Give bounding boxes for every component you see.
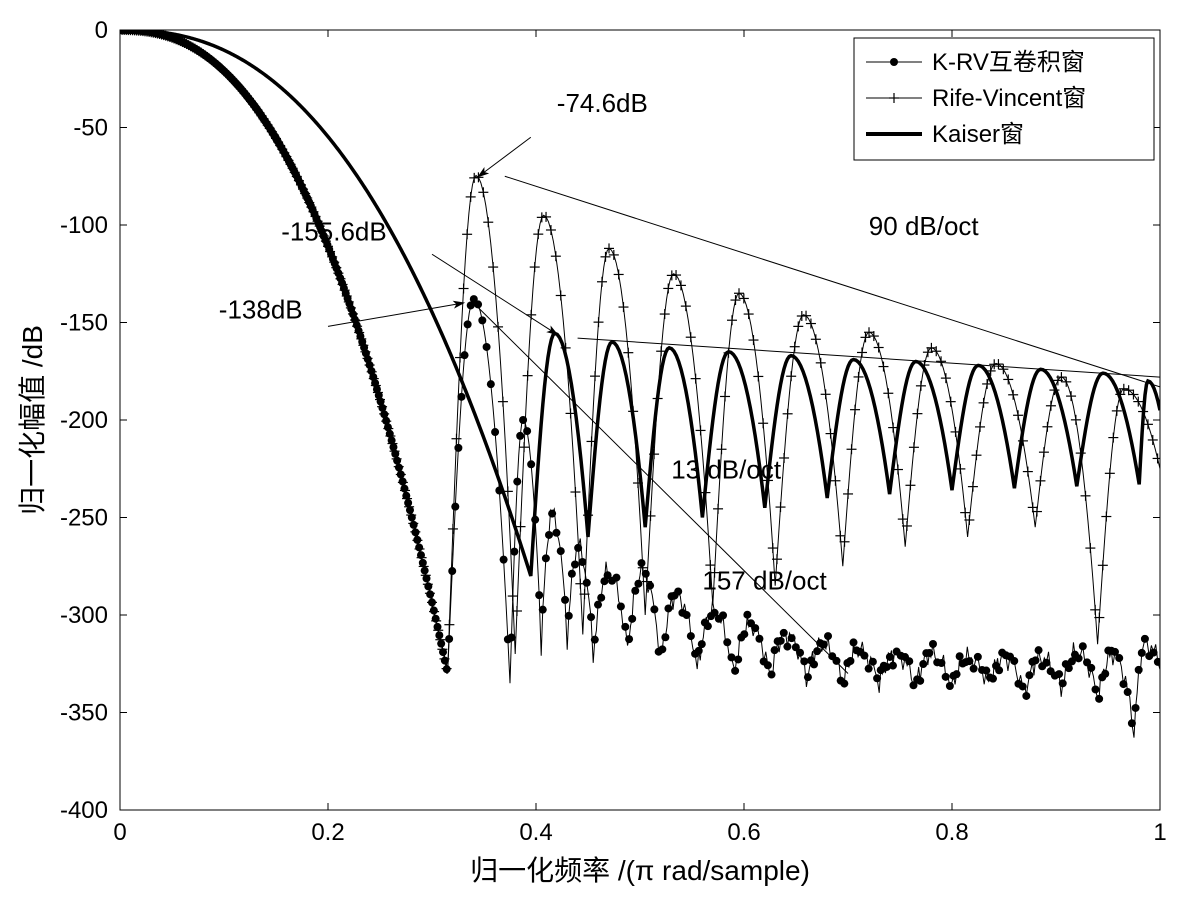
svg-text:-50: -50 xyxy=(73,115,108,142)
svg-text:0.8: 0.8 xyxy=(935,819,968,846)
legend-item-label: Rife-Vincent窗 xyxy=(932,85,1086,112)
svg-text:-100: -100 xyxy=(60,212,108,239)
svg-text:0.4: 0.4 xyxy=(519,819,552,846)
legend-item-label: K-RV互卷积窗 xyxy=(932,49,1085,76)
svg-text:0: 0 xyxy=(95,17,108,44)
svg-text:-200: -200 xyxy=(60,407,108,434)
svg-text:-250: -250 xyxy=(60,505,108,532)
svg-text:0.2: 0.2 xyxy=(311,819,344,846)
svg-text:-350: -350 xyxy=(60,700,108,727)
y-axis-label: 归一化幅值 /dB xyxy=(17,325,48,515)
annotation-label: 157 dB/oct xyxy=(702,566,827,596)
annotation-label: -74.6dB xyxy=(557,88,648,118)
svg-text:1: 1 xyxy=(1153,819,1166,846)
annotation-label: -138dB xyxy=(219,295,303,325)
annotation-arrow xyxy=(479,137,531,176)
svg-text:0.6: 0.6 xyxy=(727,819,760,846)
x-axis-label: 归一化频率 /(π rad/sample) xyxy=(470,855,810,886)
annotation-label: 90 dB/oct xyxy=(869,211,980,241)
legend-item-label: Kaiser窗 xyxy=(932,121,1024,148)
legend: K-RV互卷积窗 Rife-Vincent窗 Kaiser窗 xyxy=(854,38,1154,160)
window-spectrum-chart: 0 0.2 0.4 0.6 0.8 1 -400 -350 -300 -250 -200 -150 -1… xyxy=(0,0,1189,898)
svg-text:-300: -300 xyxy=(60,602,108,629)
annotation-label: -155.6dB xyxy=(281,217,387,247)
svg-text:-150: -150 xyxy=(60,310,108,337)
svg-text:-400: -400 xyxy=(60,797,108,824)
annotation-arrow xyxy=(432,254,557,334)
svg-text:0: 0 xyxy=(113,819,126,846)
annotation-label: 13 dB/oct xyxy=(671,455,782,485)
